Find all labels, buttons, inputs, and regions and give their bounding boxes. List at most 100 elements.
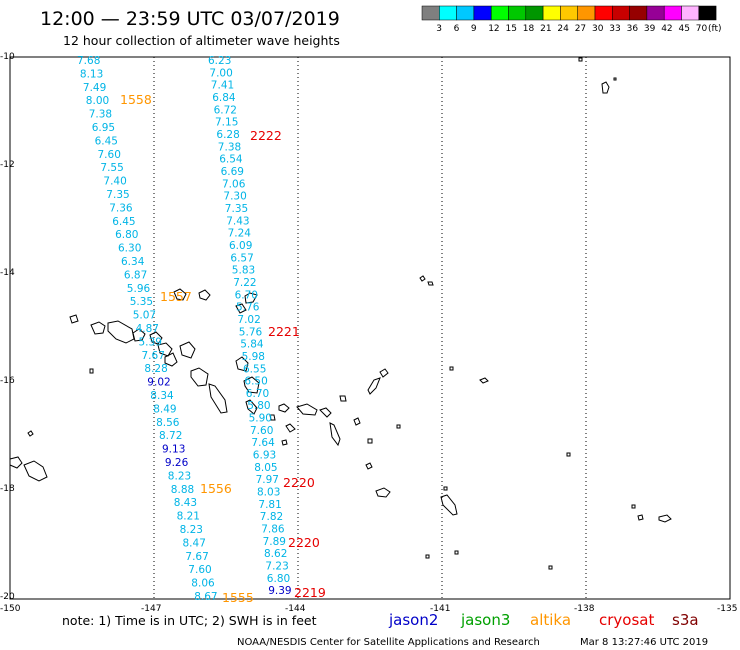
wave-height-value: 7.36 bbox=[109, 202, 133, 214]
pass-number-label: 2219 bbox=[294, 585, 326, 600]
wave-height-value: 8.62 bbox=[264, 548, 287, 560]
legend-cryosat: cryosat bbox=[599, 611, 654, 629]
map-subtitle: 12 hour collection of altimeter wave hei… bbox=[63, 33, 340, 48]
wave-height-value: 8.88 bbox=[171, 484, 194, 496]
wave-height-value: 6.70 bbox=[246, 388, 269, 400]
wave-height-value: 5.39 bbox=[139, 336, 162, 348]
colorbar-swatch bbox=[439, 5, 457, 21]
wave-height-value: 8.49 bbox=[153, 403, 176, 415]
colorbar-label: 39 bbox=[644, 24, 656, 34]
colorbar-swatch bbox=[612, 5, 630, 21]
legend-altika: altika bbox=[530, 611, 571, 629]
pass-number-label: 1556 bbox=[200, 481, 232, 496]
wave-height-value: 6.80 bbox=[267, 573, 290, 585]
wave-height-value: 5.83 bbox=[232, 265, 255, 277]
wave-height-value: 8.21 bbox=[177, 511, 200, 523]
wave-height-value: 6.23 bbox=[208, 55, 231, 67]
colorbar-label: 42 bbox=[661, 24, 672, 34]
wave-height-value: 8.28 bbox=[144, 363, 167, 375]
pass-number-label: 2220 bbox=[283, 475, 315, 490]
colorbar-label: 24 bbox=[557, 24, 569, 34]
colorbar-swatch bbox=[681, 5, 700, 21]
wave-height-value: 8.34 bbox=[150, 390, 174, 402]
wave-height-value: 7.43 bbox=[226, 215, 249, 227]
wave-height-value: 5.80 bbox=[247, 400, 270, 412]
colorbar-swatch bbox=[594, 5, 613, 21]
pass-number-label: 2221 bbox=[268, 324, 300, 339]
lat-label: -16 bbox=[0, 376, 15, 386]
wave-height-value: 7.23 bbox=[265, 561, 288, 573]
latitude-labels: -10 -12 -14 -16 -18 -20 bbox=[0, 52, 15, 602]
colorbar-label: 12 bbox=[488, 24, 499, 34]
wave-height-value: 8.03 bbox=[257, 487, 280, 499]
colorbar-label: 6 bbox=[454, 24, 460, 34]
colorbar-swatch bbox=[473, 5, 492, 21]
wave-height-value: 7.55 bbox=[100, 162, 123, 174]
wave-height-value: 7.35 bbox=[106, 189, 129, 201]
wave-height-value: 4.87 bbox=[136, 323, 159, 335]
wave-height-value: 5.96 bbox=[127, 283, 151, 295]
colorbar-swatch bbox=[508, 5, 527, 21]
wave-height-value: 7.38 bbox=[218, 141, 241, 153]
wave-height-value: 7.89 bbox=[263, 536, 286, 548]
wave-height-value: 8.43 bbox=[174, 497, 197, 509]
pass-number-label: 2220 bbox=[288, 535, 320, 550]
colorbar-label: 3 bbox=[436, 24, 442, 34]
wave-height-value: 7.35 bbox=[225, 203, 248, 215]
wave-height-value: 8.06 bbox=[191, 578, 215, 590]
wave-height-value: 5.84 bbox=[240, 339, 264, 351]
footer-timestamp: Mar 8 13:27:46 UTC 2019 bbox=[580, 637, 708, 648]
colorbar: 3 6 9 12 15 18 21 24 27 30 33 36 39 42 45 70 (ft) bbox=[421, 5, 722, 34]
wave-height-value: 8.05 bbox=[254, 462, 277, 474]
island-outlines bbox=[9, 57, 672, 570]
wave-height-value: 7.64 bbox=[251, 437, 275, 449]
wave-height-value: 6.93 bbox=[253, 450, 276, 462]
wave-height-value: 6.84 bbox=[212, 92, 236, 104]
wave-height-value: 6.50 bbox=[244, 376, 267, 388]
wave-height-value: 6.45 bbox=[95, 135, 118, 147]
wave-height-value: 7.06 bbox=[222, 178, 246, 190]
wave-height-value: 6.54 bbox=[219, 154, 243, 166]
colorbar-swatch bbox=[560, 5, 578, 21]
longitude-labels: -150 -147 -144 -141 -138 -135 bbox=[0, 604, 737, 614]
wave-height-value: 9.13 bbox=[162, 444, 185, 456]
colorbar-swatch bbox=[421, 5, 440, 21]
wave-height-value: 7.49 bbox=[83, 82, 106, 94]
wave-height-value: 7.67 bbox=[185, 551, 208, 563]
wave-height-value: 7.97 bbox=[256, 474, 279, 486]
wave-height-value: 5.07 bbox=[133, 310, 156, 322]
wave-height-value: 8.23 bbox=[180, 524, 203, 536]
wave-height-value: 6.55 bbox=[243, 363, 266, 375]
wave-height-value: 5.90 bbox=[249, 413, 272, 425]
colorbar-swatch bbox=[698, 5, 717, 21]
lon-label: -138 bbox=[574, 604, 595, 614]
lon-label: -141 bbox=[430, 604, 450, 614]
wave-height-value: 7.22 bbox=[233, 277, 256, 289]
wave-height-value: 6.09 bbox=[229, 240, 252, 252]
wave-height-value: 6.30 bbox=[118, 243, 141, 255]
legend-s3a: s3a bbox=[672, 611, 699, 629]
colorbar-label: 18 bbox=[523, 24, 535, 34]
wave-height-value: 6.80 bbox=[115, 229, 138, 241]
colorbar-swatch bbox=[663, 5, 682, 21]
colorbar-label: 70 bbox=[696, 24, 708, 34]
lon-label: -150 bbox=[0, 604, 21, 614]
legend-jason2: jason2 bbox=[388, 611, 438, 629]
wave-height-value: 8.67 bbox=[194, 591, 217, 603]
wave-height-value: 7.82 bbox=[260, 511, 283, 523]
wave-height-value: 5.76 bbox=[236, 302, 260, 314]
wave-height-value: 7.30 bbox=[223, 191, 246, 203]
legend-jason3: jason3 bbox=[460, 611, 510, 629]
colorbar-swatch bbox=[525, 5, 544, 21]
colorbar-swatch bbox=[646, 5, 665, 21]
lat-label: -14 bbox=[0, 268, 15, 278]
colorbar-label: 33 bbox=[609, 24, 620, 34]
wave-height-value: 8.47 bbox=[183, 537, 206, 549]
wave-height-value: 8.56 bbox=[156, 417, 180, 429]
colorbar-swatch bbox=[542, 5, 561, 21]
wave-height-value: 6.28 bbox=[216, 129, 239, 141]
pass-labels: 1558 2222 1557 2221 1556 2220 2220 1555 2219 bbox=[120, 92, 326, 605]
wave-height-value: 7.60 bbox=[188, 564, 211, 576]
map-frame bbox=[9, 56, 731, 600]
wave-height-value: 6.45 bbox=[112, 216, 135, 228]
